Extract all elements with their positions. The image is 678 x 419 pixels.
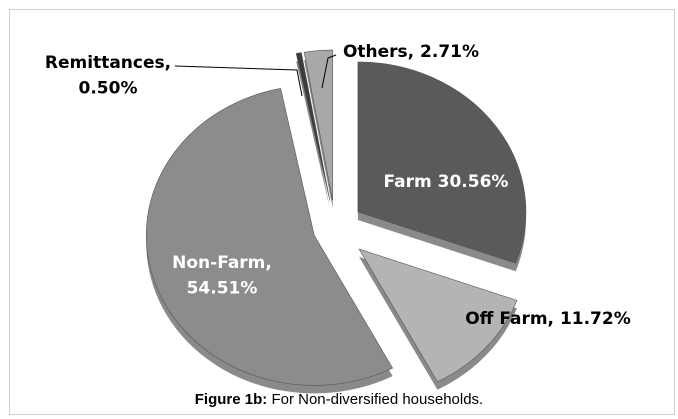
data-label: Remittances, 0.50%	[45, 53, 171, 99]
caption-label: Figure 1b:	[195, 391, 268, 408]
data-label: Farm 30.56%	[384, 172, 509, 192]
slice	[357, 61, 527, 264]
caption: Figure 1b: For Non-diversified household…	[195, 391, 483, 408]
data-label: Off Farm, 11.72%	[465, 309, 631, 329]
data-label: Non-Farm, 54.51%	[172, 253, 272, 299]
leader-line	[174, 65, 303, 97]
leader-line	[321, 54, 337, 89]
data-label: Others, 2.71%	[343, 42, 479, 62]
slice	[295, 52, 331, 201]
slice-depth	[296, 60, 330, 209]
slice	[146, 88, 394, 386]
pie	[146, 49, 527, 394]
slice	[303, 49, 333, 201]
slice	[358, 248, 518, 383]
caption-text: For Non-diversified households.	[267, 391, 483, 408]
